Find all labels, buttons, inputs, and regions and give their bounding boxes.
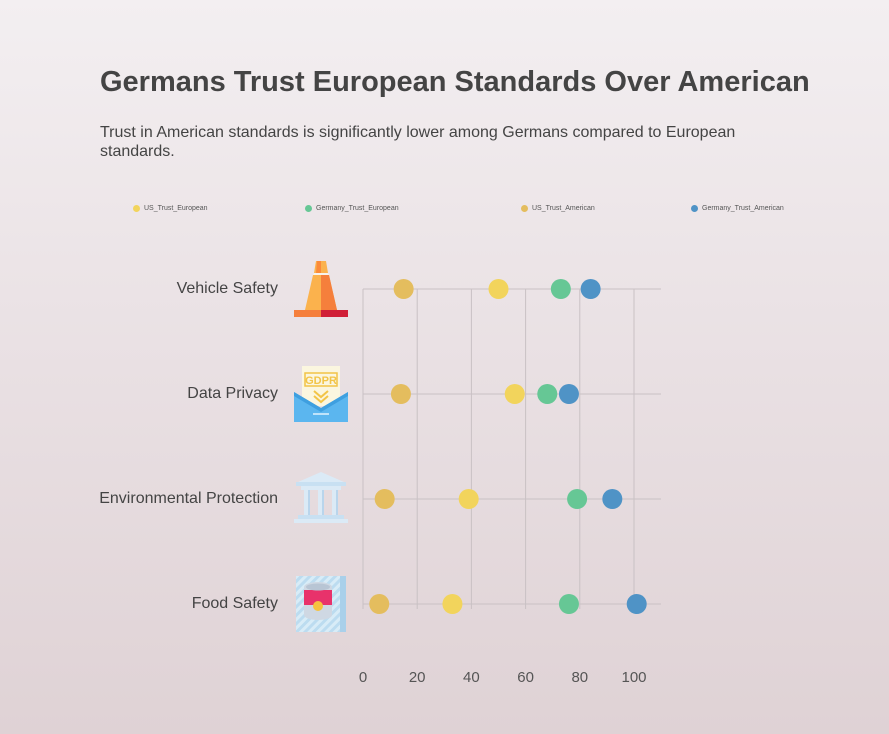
data-point-germany-trust-european[interactable] <box>558 594 579 614</box>
data-point-us-trust-european[interactable] <box>504 384 525 404</box>
legend-marker <box>305 205 312 212</box>
legend-label: US_Trust_European <box>144 205 208 212</box>
legend-item-us-trust-european[interactable]: US_Trust_European <box>133 205 208 212</box>
legend-marker <box>133 205 140 212</box>
data-point-us-trust-european[interactable] <box>458 489 479 509</box>
data-point-germany-trust-european[interactable] <box>537 384 558 404</box>
data-point-us-trust-american[interactable] <box>369 594 390 614</box>
x-tick-label: 40 <box>463 669 480 686</box>
x-tick-label: 100 <box>621 669 646 686</box>
legend-marker <box>691 205 698 212</box>
category-label-environmental-protection: Environmental Protection <box>99 490 278 507</box>
traffic-cone-icon <box>294 261 348 317</box>
chart-title: Germans Trust European Standards Over Am… <box>100 66 810 98</box>
legend-label: Germany_Trust_American <box>702 205 784 212</box>
data-point-us-trust-american[interactable] <box>393 279 414 299</box>
category-label-food-safety: Food Safety <box>191 595 278 612</box>
x-tick-label: 60 <box>517 669 534 686</box>
data-point-us-trust-american[interactable] <box>374 489 395 509</box>
legend-item-germany-trust-american[interactable]: Germany_Trust_American <box>691 205 784 212</box>
category-label-vehicle-safety: Vehicle Safety <box>176 280 278 297</box>
data-point-germany-trust-european[interactable] <box>550 279 571 299</box>
data-point-us-trust-american[interactable] <box>390 384 411 404</box>
data-point-germany-trust-american[interactable] <box>602 489 623 509</box>
gdpr-envelope-icon: GDPR <box>294 366 348 422</box>
x-tick-label: 80 <box>571 669 588 686</box>
svg-text:GDPR: GDPR <box>305 375 337 387</box>
legend-label: US_Trust_American <box>532 205 595 212</box>
legend-item-us-trust-american[interactable]: US_Trust_American <box>521 205 595 212</box>
category-label-data-privacy: Data Privacy <box>187 385 278 402</box>
data-point-germany-trust-european[interactable] <box>567 489 588 509</box>
data-point-us-trust-european[interactable] <box>442 594 463 614</box>
x-tick-label: 0 <box>359 669 367 686</box>
data-point-germany-trust-american[interactable] <box>580 279 601 299</box>
chart-subtitle: Trust in American standards is significa… <box>100 124 736 160</box>
legend-marker <box>521 205 528 212</box>
data-point-germany-trust-american[interactable] <box>626 594 647 614</box>
canned-food-icon <box>296 576 346 632</box>
legend-label: Germany_Trust_European <box>316 205 399 212</box>
data-point-germany-trust-american[interactable] <box>558 384 579 404</box>
data-point-us-trust-european[interactable] <box>488 279 509 299</box>
government-building-icon <box>294 472 348 523</box>
legend-item-germany-trust-european[interactable]: Germany_Trust_European <box>305 205 399 212</box>
x-tick-label: 20 <box>409 669 426 686</box>
